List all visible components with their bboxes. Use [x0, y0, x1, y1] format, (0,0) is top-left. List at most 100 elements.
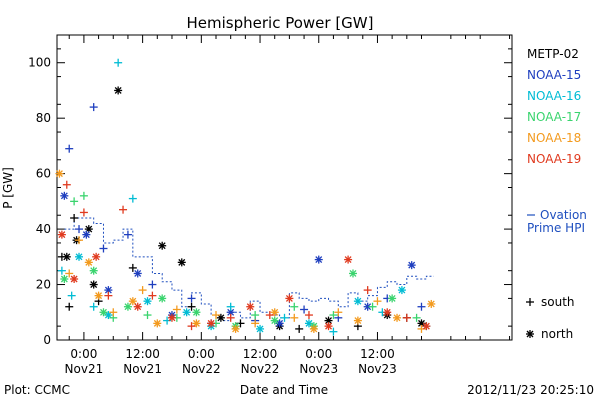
point-south [280, 313, 289, 322]
point-north [417, 319, 426, 328]
legend-ovation-label-2: Prime HPI [527, 221, 585, 235]
point-north [153, 319, 162, 328]
point-south [187, 322, 196, 331]
point-north [314, 255, 323, 264]
point-north-d2 [95, 292, 103, 300]
point-north [70, 275, 79, 283]
x-tick-time: 12:00 [243, 347, 278, 361]
point-north [60, 275, 69, 283]
point-north-d2 [246, 303, 254, 311]
point-north-d2 [276, 319, 284, 327]
point-north-d2 [134, 269, 142, 277]
point-north-d2 [305, 319, 313, 327]
point-north-d2 [315, 256, 323, 264]
point-north-d2 [325, 322, 332, 330]
point-south [368, 302, 377, 311]
point-south [62, 180, 71, 189]
point-north-d2 [207, 319, 215, 327]
x-tick-date: Nov21 [65, 362, 104, 376]
point-north-d2 [364, 303, 372, 311]
point-north-d2 [285, 294, 293, 302]
point-north-d2 [158, 242, 166, 250]
x-tick-date: Nov22 [241, 362, 280, 376]
point-south [363, 286, 372, 295]
point-north-d2 [325, 317, 332, 325]
point-north-d2 [85, 258, 93, 266]
point-north [99, 308, 108, 317]
point-north [353, 316, 362, 325]
point-south [70, 197, 79, 206]
point-south [373, 297, 382, 306]
legend-ovation-label-1: Ovation [540, 208, 587, 222]
point-north [133, 269, 142, 278]
axes: 0204060801000:00Nov2112:00Nov210:00Nov22… [28, 34, 513, 376]
y-tick-label: 80 [36, 111, 51, 125]
series-noaa-19 [57, 180, 431, 331]
legend-marker-label: north [541, 327, 573, 341]
point-north-d2 [183, 308, 191, 316]
point-north [158, 294, 167, 303]
point-north [231, 324, 240, 333]
point-south [123, 230, 132, 239]
point-north-d2 [60, 275, 68, 283]
point-south [251, 319, 260, 328]
point-south [65, 144, 74, 153]
point-south [295, 324, 304, 333]
point-north [397, 286, 406, 295]
point-north-d2 [114, 86, 122, 94]
point-north-d2 [58, 231, 66, 239]
point-north [246, 302, 255, 311]
point-north [177, 258, 186, 267]
point-north-d2 [256, 325, 264, 333]
point-north-d2 [75, 253, 83, 261]
point-north [92, 252, 101, 261]
series-noaa-16 [57, 58, 431, 336]
point-north-d2 [398, 286, 406, 294]
point-north [60, 191, 69, 200]
point-north [89, 280, 98, 289]
point-north-d2 [90, 267, 98, 275]
point-north [324, 322, 333, 331]
point-north [216, 313, 225, 322]
x-tick-time: 0:00 [70, 347, 97, 361]
legend-series-label: METP-02 [527, 47, 579, 61]
point-north [62, 252, 71, 261]
point-north [383, 308, 392, 317]
point-north-d2 [408, 261, 416, 269]
point-north [207, 319, 216, 328]
point-north [407, 261, 416, 270]
point-north-d2 [129, 297, 137, 305]
chart-title: Hemispheric Power [GW] [187, 14, 374, 32]
point-south [226, 313, 235, 322]
point-south [143, 311, 152, 320]
plot-frame [56, 34, 513, 341]
point-north [388, 294, 397, 303]
point-south [148, 291, 157, 300]
point-north [82, 230, 91, 239]
series-noaa-15 [60, 103, 426, 328]
point-south [79, 191, 88, 200]
point-north-d2 [144, 297, 151, 305]
point-south [75, 225, 84, 234]
point-north-d2 [60, 192, 68, 200]
point-north [57, 230, 66, 239]
legend: METP-02 NOAA-15 NOAA-16 NOAA-17 NOAA-18 NOAA-… [526, 47, 587, 341]
series-metp-02 [57, 86, 426, 333]
y-tick-label: 60 [36, 167, 51, 181]
point-south [304, 311, 313, 320]
point-north [427, 299, 436, 308]
x-tick-time: 12:00 [125, 347, 160, 361]
point-north-d2 [354, 297, 362, 305]
point-north-d2 [418, 319, 425, 327]
point-north [270, 316, 279, 325]
series-noaa-18 [55, 169, 436, 333]
point-south [128, 263, 137, 272]
footer-source: Plot: CCMC [4, 383, 70, 397]
point-north-d2 [153, 319, 161, 327]
point-south [251, 311, 260, 320]
point-north-d2 [100, 308, 107, 316]
point-north [526, 330, 534, 338]
x-tick-date: Nov23 [299, 362, 338, 376]
point-north-d2 [232, 325, 240, 333]
